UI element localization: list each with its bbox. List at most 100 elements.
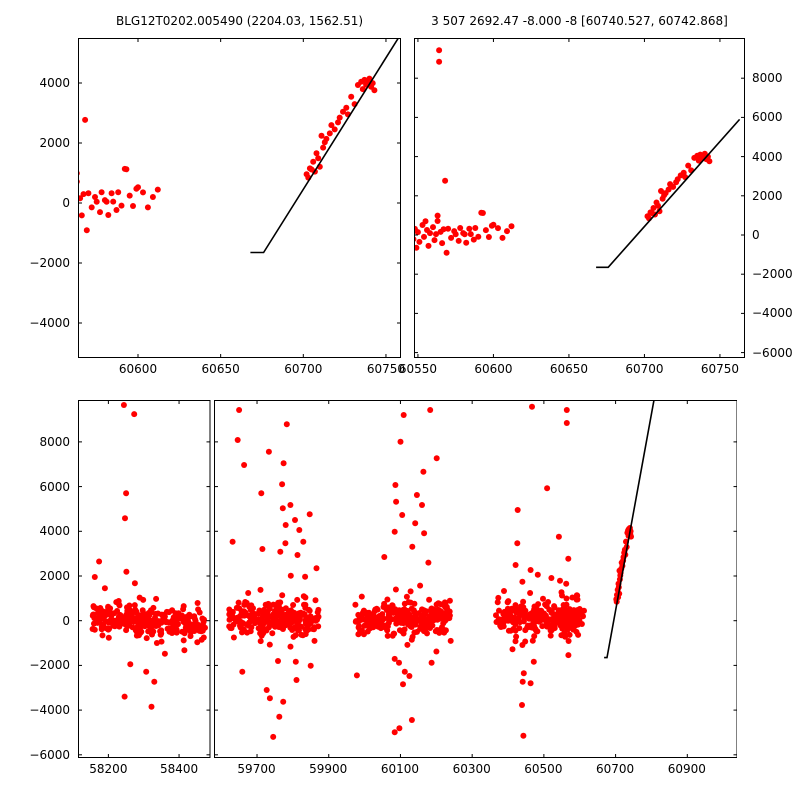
data-point (399, 681, 406, 688)
plot-title-right: 3 507 2692.47 -8.000 -8 [60740.527, 6074… (431, 14, 728, 28)
data-point (85, 190, 92, 197)
data-point (542, 615, 549, 622)
data-point (201, 616, 207, 623)
data-point (282, 522, 289, 528)
data-point (514, 507, 521, 513)
data-point (283, 618, 290, 625)
data-point (685, 162, 692, 169)
data-point (248, 616, 255, 623)
data-point (118, 202, 125, 209)
data-point (472, 225, 479, 231)
data-point (519, 732, 526, 739)
data-point (408, 619, 415, 626)
data-point (563, 407, 570, 413)
data-point (247, 606, 254, 613)
data-point (187, 623, 193, 629)
data-point (348, 93, 355, 100)
data-point (401, 668, 408, 675)
data-point (433, 627, 440, 633)
axes-spines (78, 400, 211, 758)
data-point (126, 192, 133, 199)
data-point (391, 655, 398, 662)
data-point (105, 626, 112, 633)
data-point (96, 618, 103, 625)
data-point (169, 625, 176, 632)
y-tick-label: 2000 (39, 135, 70, 150)
data-point (351, 601, 358, 608)
data-point (235, 605, 242, 612)
data-point (130, 203, 136, 209)
data-point (411, 520, 418, 527)
data-point (265, 448, 272, 455)
data-point (400, 630, 407, 637)
data-point (99, 632, 106, 639)
y-tick-label: 0 (62, 195, 70, 210)
data-point (163, 619, 170, 626)
data-point (706, 158, 713, 165)
data-point (371, 87, 378, 94)
data-point (80, 191, 87, 198)
data-point (226, 612, 233, 619)
data-point (111, 619, 118, 626)
data-point (257, 615, 264, 622)
data-point (420, 619, 427, 626)
data-point (656, 208, 663, 215)
data-point (93, 605, 100, 612)
data-point (443, 249, 450, 256)
data-point (434, 212, 441, 219)
data-point (434, 218, 441, 224)
data-point (121, 693, 128, 700)
data-point (378, 615, 385, 622)
data-point (398, 512, 405, 518)
data-point (436, 47, 443, 54)
data-point (425, 242, 432, 249)
data-point (140, 189, 146, 196)
data-point (548, 609, 555, 616)
x-tick-label: 60700 (284, 362, 323, 376)
data-point (276, 606, 282, 612)
data-point (507, 627, 514, 634)
data-point (388, 616, 395, 623)
data-point (547, 632, 554, 639)
data-point (365, 609, 372, 616)
y-tick-label: −4000 (29, 703, 70, 718)
data-point (280, 460, 287, 467)
data-point (158, 630, 165, 637)
data-point (413, 492, 420, 498)
data-point (530, 633, 537, 640)
data-point (238, 668, 245, 675)
data-point (264, 608, 271, 615)
data-point (391, 528, 398, 535)
data-point (194, 639, 201, 646)
data-point (266, 641, 273, 648)
x-tick-label: 59900 (309, 762, 348, 776)
data-point (391, 729, 398, 736)
data-point (704, 153, 711, 160)
data-point (102, 612, 109, 619)
axes-spines (414, 38, 745, 358)
data-point (440, 629, 447, 636)
data-point (436, 607, 443, 614)
data-point (380, 604, 386, 610)
data-point (439, 240, 446, 247)
data-point (101, 585, 108, 592)
data-point (418, 502, 425, 508)
data-point (131, 411, 138, 418)
data-point (358, 593, 365, 600)
data-point (279, 505, 286, 512)
axes-bottom-panel-0 (78, 400, 211, 758)
data-point (452, 231, 459, 238)
data-point (257, 490, 264, 497)
data-point (565, 638, 572, 644)
y-tick-label: 4000 (39, 75, 70, 90)
data-point (127, 661, 134, 668)
data-point (499, 234, 506, 241)
data-point (289, 602, 296, 608)
data-point (175, 621, 181, 628)
data-point (310, 626, 317, 633)
data-point (285, 608, 292, 615)
plot-title-left: BLG12T0202.005490 (2204.03, 1562.51) (115, 14, 364, 28)
data-point (394, 618, 400, 625)
data-point (235, 407, 242, 413)
